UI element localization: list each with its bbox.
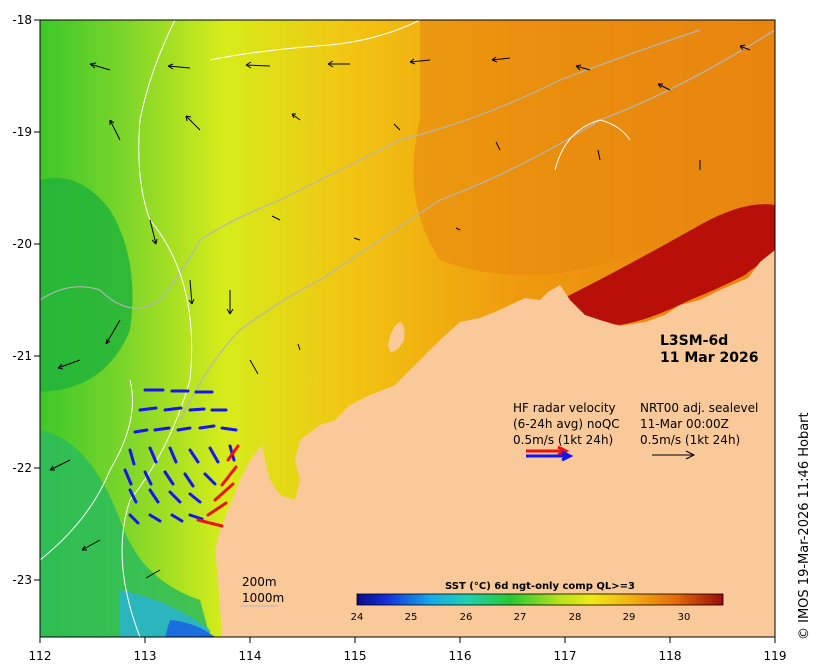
lon-tick-label: 119: [764, 649, 787, 663]
lat-axis: -18 -19 -20 -21 -22 -23: [12, 13, 40, 587]
sealevel-legend-line2: 11-Mar 00:00Z: [640, 417, 729, 431]
current-arrow: [81, 539, 101, 551]
hf-radar-arrows: [123, 388, 240, 528]
isobath-1000m-east: [554, 119, 631, 171]
current-arrow: [226, 290, 234, 315]
isobath-1000m: [121, 20, 193, 637]
lon-tick-label: 118: [659, 649, 682, 663]
current-arrow: [409, 58, 431, 65]
current-arrow: [89, 62, 111, 71]
hf-radar-legend-arrow-blue: [526, 450, 574, 462]
hf-radar-arrow: [128, 513, 204, 525]
hf-radar-legend-line2: (6-24h avg) noQC: [513, 417, 620, 431]
hf-radar-legend: HF radar velocity (6-24h avg) noQC 0.5m/…: [513, 401, 620, 462]
current-arrow: [245, 61, 271, 69]
product-date: 11 Mar 2026: [660, 350, 758, 366]
current-arrow: [739, 44, 751, 51]
sst-colorbar: SST (°C) 6d ngt-only comp QL>=3 24 25 26…: [351, 581, 724, 623]
isobath-1000m-label: 1000m: [242, 591, 284, 605]
land-mainland: [215, 250, 775, 637]
sealevel-legend-line3: 0.5m/s (1kt 24h): [640, 433, 740, 447]
current-arrow: [167, 63, 191, 70]
current-arrow: [188, 279, 195, 305]
lat-tick-label: -20: [12, 237, 32, 251]
lon-tick-label: 113: [134, 649, 157, 663]
colorbar-tick: 25: [405, 612, 418, 623]
plot-frame: [39, 19, 776, 638]
current-arrow: [145, 569, 161, 579]
warm-water-band: [413, 20, 775, 275]
imos-credit: © IMOS 19-Mar-2026 11:46 Hobart: [797, 412, 812, 640]
colorbar-tick: 29: [623, 612, 636, 623]
current-arrow: [297, 343, 301, 351]
sealevel-legend-arrow: [652, 450, 696, 460]
lat-tick-label: -19: [12, 125, 32, 139]
island: [388, 322, 405, 352]
lon-tick-label: 114: [239, 649, 262, 663]
isobath-1000m-west: [40, 379, 133, 561]
lon-tick-label: 112: [29, 649, 52, 663]
current-arrow: [495, 141, 501, 151]
isobath-200m: [40, 29, 701, 309]
lat-tick-label: -23: [12, 573, 32, 587]
isobath-200m-label: 200m: [242, 575, 277, 589]
isobath-1000m-outer: [209, 20, 421, 61]
hf-radar-arrow: [133, 424, 238, 434]
hf-radar-arrow-red: [196, 444, 240, 528]
hot-water-patch: [560, 204, 775, 325]
hf-radar-legend-line1: HF radar velocity: [513, 401, 616, 415]
lat-tick-label: -18: [12, 13, 32, 27]
current-arrow: [597, 149, 601, 161]
hf-radar-arrow: [143, 388, 214, 394]
current-arrow: [455, 227, 461, 231]
colorbar-tick: 24: [351, 612, 364, 623]
hf-radar-arrow: [128, 444, 236, 466]
current-arrow: [291, 113, 301, 121]
plot-area: [40, 20, 775, 637]
isobath-legend: 200m 1000m: [240, 575, 284, 607]
current-arrow: [105, 319, 121, 345]
lon-tick-label: 116: [449, 649, 472, 663]
current-arrow: [491, 56, 511, 63]
current-arrow: [109, 119, 121, 141]
sealevel-legend: NRT00 adj. sealevel 11-Mar 00:00Z 0.5m/s…: [640, 401, 758, 460]
current-arrow: [149, 219, 158, 245]
lon-tick-label: 117: [554, 649, 577, 663]
cool-water-patch-south: [40, 430, 210, 637]
current-arrow: [249, 359, 259, 375]
current-arrow: [185, 115, 201, 131]
hf-radar-arrow: [123, 468, 217, 488]
lat-tick-label: -22: [12, 461, 32, 475]
colorbar-tick: 26: [460, 612, 473, 623]
sealevel-current-arrows: [49, 44, 751, 579]
hf-radar-legend-line3: 0.5m/s (1kt 24h): [513, 433, 613, 447]
hf-radar-arrow: [138, 406, 228, 412]
current-arrow: [57, 359, 81, 370]
colorbar-title: SST (°C) 6d ngt-only comp QL>=3: [445, 581, 635, 592]
current-arrow: [271, 215, 281, 221]
current-arrow: [327, 60, 350, 68]
hf-radar-arrow: [128, 488, 202, 504]
cold-water-core: [165, 620, 215, 637]
product-name: L3SM-6d: [660, 333, 728, 349]
colorbar-tick: 28: [569, 612, 582, 623]
colorbar-tick: 27: [514, 612, 527, 623]
current-arrow: [393, 123, 401, 131]
colorbar-gradient: [356, 593, 724, 606]
lon-tick-label: 115: [344, 649, 367, 663]
current-arrow: [657, 83, 671, 91]
lon-axis: 112 113 114 115 116 117 118 119: [29, 637, 787, 663]
colorbar-tick: 30: [678, 612, 691, 623]
current-arrow: [353, 237, 361, 241]
hf-radar-legend-arrow-red: [526, 445, 570, 457]
current-arrow: [575, 64, 591, 71]
isobath-200m-inner: [179, 29, 775, 421]
lat-tick-label: -21: [12, 349, 32, 363]
sealevel-legend-line1: NRT00 adj. sealevel: [640, 401, 758, 415]
current-arrow: [49, 459, 71, 471]
